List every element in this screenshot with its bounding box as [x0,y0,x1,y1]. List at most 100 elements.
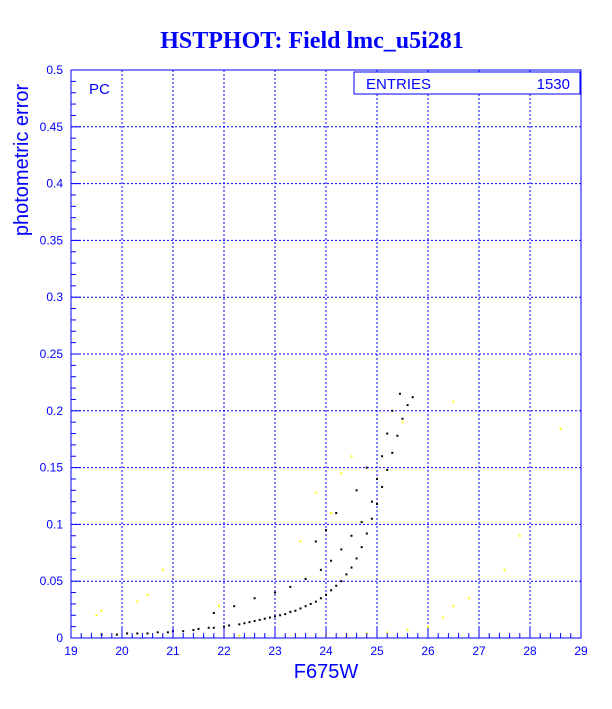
data-point [381,455,384,458]
data-point [304,577,307,580]
data-point [398,392,401,395]
tick-layer: 19 20 21 22 23 24 25 26 27 28 29 0 0.05 0.1 0.15 0.2 0.2… [40,63,588,658]
data-point [212,612,215,615]
stats-box-frame [353,71,581,95]
secondary-data-point [217,605,220,608]
secondary-data-point [100,609,103,612]
x-tick-label: 23 [268,644,282,658]
secondary-data-point [136,600,139,603]
data-point [314,600,317,603]
data-point [325,593,327,596]
secondary-data-point [330,512,333,515]
data-point [223,625,225,628]
data-point [365,466,368,469]
data-point [319,568,322,571]
y-tick-label: 0.25 [40,347,64,361]
data-point [192,629,195,632]
data-point [325,529,327,532]
data-point [376,477,378,480]
data-point [340,580,343,583]
data-point [238,623,241,626]
data-point [370,517,373,520]
data-point [146,632,149,635]
y-tick-label: 0.5 [46,63,63,77]
y-tick-label: 0.1 [46,517,63,531]
data-point [258,618,261,621]
data-point [330,589,333,592]
data-point [253,619,256,622]
stats-box: ENTRIES 1530 [353,71,581,95]
secondary-data-point [299,540,302,543]
data-point [376,502,378,505]
data-point [212,626,215,629]
data-point [386,468,389,471]
secondary-data-point [350,455,353,458]
y-tick-label: 0.2 [46,404,63,418]
data-point [391,451,394,454]
secondary-data-point [467,597,470,600]
y-tick-label: 0.45 [40,120,64,134]
x-axis-label: F675W [294,661,359,683]
stats-entries-value: 1530 [537,76,570,93]
data-point [248,621,251,624]
secondary-data-point [238,634,241,637]
data-point [314,540,317,543]
data-point [350,534,353,537]
data-point [396,434,399,437]
x-tick-label: 22 [217,644,231,658]
panel-label: PC [89,81,110,98]
x-tick-label: 25 [370,644,384,658]
data-point [304,605,307,608]
data-point [386,432,389,435]
data-point [182,630,185,633]
data-point [340,548,343,551]
data-point [274,591,276,594]
y-tick-label: 0.35 [40,233,64,247]
x-tick-label: 20 [115,644,129,658]
data-point [268,616,271,619]
data-point [319,597,322,600]
data-point [289,585,292,588]
data-point [289,610,292,613]
secondary-data-point [427,625,429,628]
data-point [355,557,358,560]
data-point [126,632,129,635]
data-point [279,614,282,617]
y-axis-label: photometric error [11,84,33,237]
data-point [350,566,353,569]
secondary-data-point [161,568,164,571]
data-point [309,602,312,605]
secondary-data-point [406,629,409,632]
x-tick-label: 29 [574,644,588,658]
secondary-data-point [340,472,343,475]
secondary-data-point [452,605,455,608]
data-point [406,404,409,407]
y-tick-label: 0 [56,631,63,645]
data-point [228,624,231,627]
secondary-data-point [518,534,521,537]
data-point [294,609,297,612]
data-point [136,632,139,635]
data-point [156,631,159,634]
data-point [253,597,256,600]
data-point [360,546,363,549]
data-point [197,627,200,630]
x-tick-label: 24 [319,644,333,658]
stats-entries-label: ENTRIES [366,76,431,93]
secondary-data-point [95,614,98,617]
data-point [166,631,169,634]
data-point [411,396,414,399]
data-point [207,626,210,629]
secondary-data-point [559,427,562,430]
data-point [263,617,266,620]
data-point [401,417,404,420]
data-point [274,615,276,618]
data-point [299,607,302,610]
secondary-data-point [401,421,404,424]
y-tick-label: 0.4 [46,177,63,191]
data-point [243,622,246,625]
data-point [345,573,348,576]
y-tick-label: 0.15 [40,461,64,475]
